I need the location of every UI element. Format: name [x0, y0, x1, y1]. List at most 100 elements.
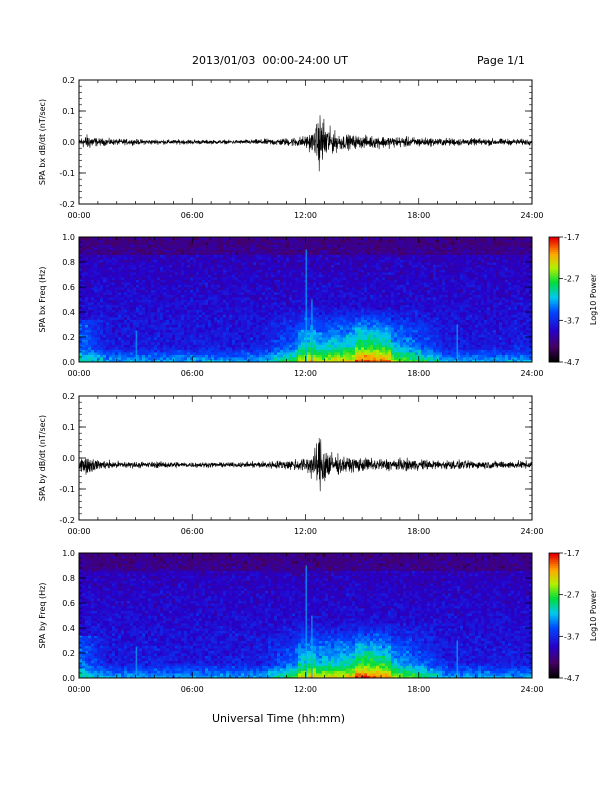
spectrogram-cell: [283, 319, 287, 323]
spectrogram-cell: [127, 244, 131, 248]
spectrogram-cell: [202, 322, 206, 325]
spectrogram-cell: [349, 264, 353, 268]
spectrogram-cell: [349, 329, 353, 333]
spectrogram-cell: [139, 314, 143, 318]
spectrogram-cell: [109, 304, 113, 308]
spectrogram-cell: [307, 287, 311, 290]
spectrogram-cell: [367, 342, 371, 345]
spectrogram-cell: [343, 242, 347, 245]
spectrogram-cell: [271, 287, 275, 290]
spectrogram-cell: [349, 269, 353, 273]
spectrogram-cell: [301, 254, 305, 258]
spectrogram-cell: [196, 269, 200, 273]
spectrogram-cell: [316, 244, 320, 248]
spectrogram-cell: [265, 314, 269, 318]
spectrogram-cell: [160, 354, 164, 358]
spectrogram-cell: [247, 329, 251, 333]
spectrogram-cell: [319, 304, 323, 308]
spectrogram-cell: [106, 289, 110, 293]
spectrogram-cell: [361, 347, 365, 350]
spectrogram-cell: [247, 307, 251, 310]
spectrogram-cell: [115, 274, 119, 278]
spectrogram-cell: [229, 327, 233, 330]
spectrogram-cell: [115, 289, 119, 293]
spectrogram-cell: [256, 347, 260, 350]
spectrogram-cell: [160, 309, 164, 313]
spectrogram-cell: [328, 269, 332, 273]
spectrogram-cell: [340, 294, 344, 298]
spectrogram-cell: [184, 314, 188, 318]
spectrogram-cell: [343, 309, 347, 313]
spectrogram-cell: [154, 267, 158, 270]
spectrogram-cell: [346, 359, 350, 363]
spectrogram-cell: [232, 317, 236, 320]
spectrogram-cell: [91, 304, 95, 308]
spectrogram-cell: [118, 262, 122, 265]
spectrogram-cell: [259, 292, 263, 295]
spectrogram-cell: [145, 319, 149, 323]
spectrogram-cell: [163, 259, 167, 263]
spectrogram-cell: [232, 269, 236, 273]
spectrogram-cell: [235, 274, 239, 278]
spectrogram-cell: [331, 342, 335, 345]
spectrogram-cell: [178, 312, 182, 315]
spectrogram-cell: [310, 279, 314, 283]
spectrogram-cell: [187, 319, 191, 323]
spectrogram-cell: [136, 297, 140, 300]
spectrogram-cell: [157, 237, 161, 240]
spectrogram-cell: [364, 347, 368, 350]
spectrogram-cell: [271, 244, 275, 248]
spectrogram-cell: [262, 334, 266, 338]
spectrogram-cell: [289, 247, 293, 250]
spectrogram-cell: [103, 252, 107, 255]
spectrogram-cell: [187, 274, 191, 278]
spectrogram-cell: [217, 237, 221, 240]
spectrogram-cell: [97, 297, 101, 300]
spectrogram-cell: [268, 257, 272, 260]
spectrogram-cell: [190, 294, 194, 298]
spectrogram-cell: [142, 307, 146, 310]
spectrogram-cell: [169, 239, 173, 243]
spectrogram-cell: [109, 309, 113, 313]
spectrogram-cell: [283, 354, 287, 358]
spectrogram-cell: [106, 252, 110, 255]
spectrogram-cell: [253, 304, 257, 308]
spectrogram-cell: [256, 342, 260, 345]
spectrogram-cell: [352, 262, 356, 265]
spectrogram-cell: [223, 304, 227, 308]
spectrogram-cell: [367, 272, 371, 275]
spectrogram-cell: [208, 302, 212, 305]
spectrogram-cell: [142, 244, 146, 248]
spectrogram-cell: [316, 359, 320, 363]
spectrogram-cell: [286, 287, 290, 290]
spectrogram-cell: [292, 259, 296, 263]
spectrogram-cell: [112, 239, 116, 243]
spectrogram-cell: [316, 307, 320, 310]
spectrogram-cell: [124, 332, 128, 335]
spectrogram-cell: [316, 294, 320, 298]
spectrogram-cell: [361, 297, 365, 300]
spectrogram-cell: [334, 242, 338, 245]
spectrogram-cell: [355, 264, 359, 268]
spectrogram-cell: [289, 309, 293, 313]
spectrogram-cell: [166, 327, 170, 330]
spectrogram-cell: [94, 357, 98, 360]
spectrogram-cell: [103, 337, 107, 340]
spectrogram-cell: [313, 264, 317, 268]
spectrogram-cell: [331, 324, 335, 328]
spectrogram-cell: [85, 347, 89, 350]
spectrogram-cell: [310, 257, 314, 260]
spectrogram-cell: [169, 282, 173, 285]
spectrogram-cell: [151, 297, 155, 300]
spectrogram-cell: [355, 292, 359, 295]
spectrogram-cell: [97, 262, 101, 265]
spectrogram-cell: [298, 309, 302, 313]
spectrogram-cell: [133, 267, 137, 270]
spectrogram-cell: [88, 254, 92, 258]
spectrogram-cell: [205, 357, 209, 360]
spectrogram-cell: [265, 267, 269, 270]
spectrogram-cell: [91, 274, 95, 278]
spectrogram-cell: [301, 267, 305, 270]
spectrogram-cell: [187, 279, 191, 283]
spectrogram-cell: [268, 264, 272, 268]
